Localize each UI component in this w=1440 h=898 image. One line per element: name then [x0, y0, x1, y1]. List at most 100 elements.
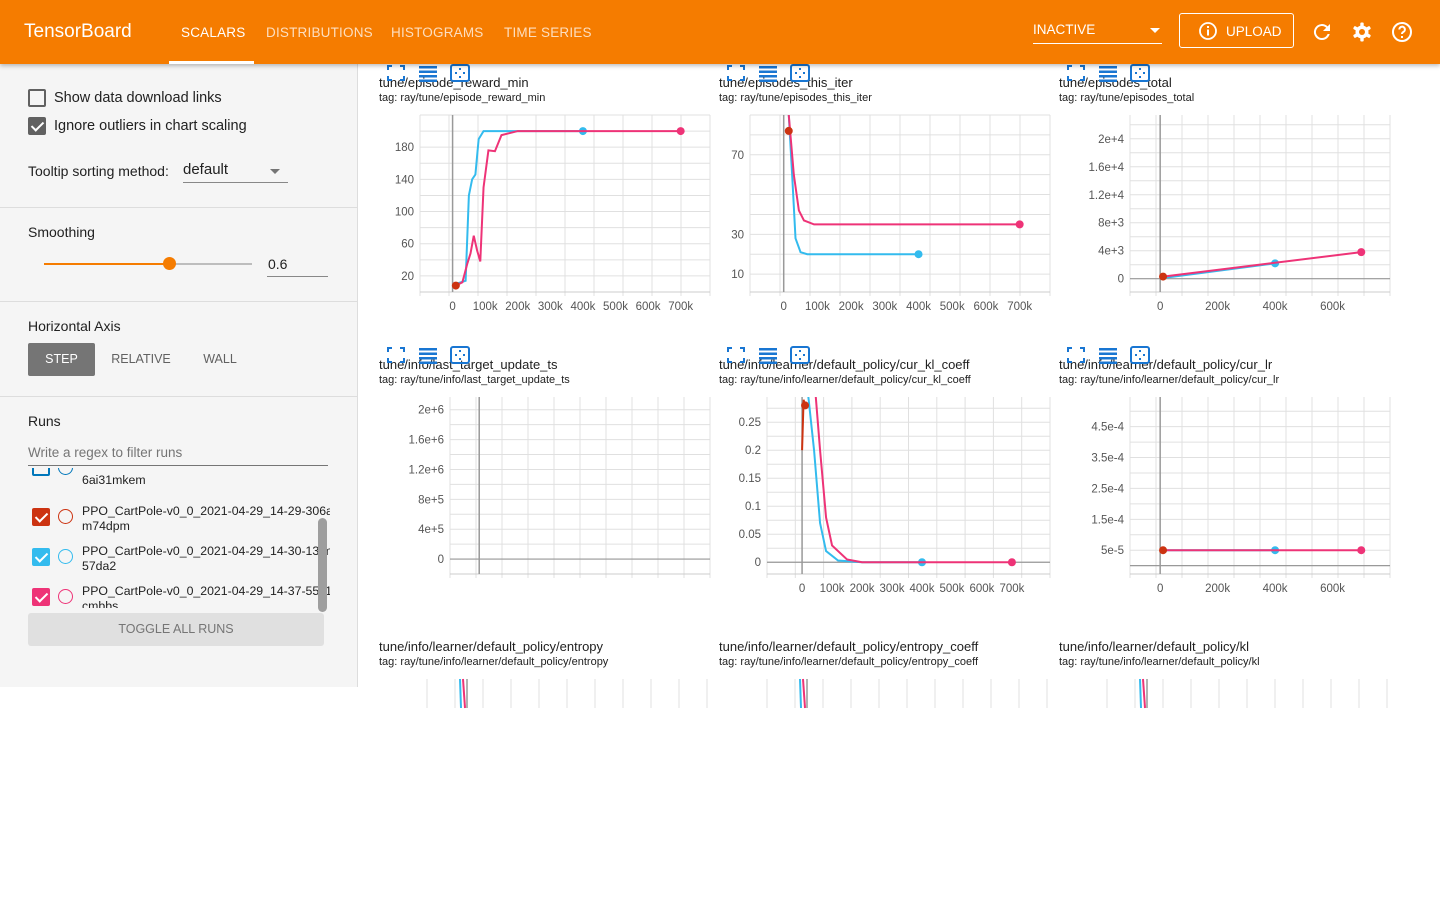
x-tick-label: 200k — [1205, 301, 1230, 313]
chart-plot[interactable] — [379, 628, 719, 888]
run-checkbox[interactable] — [32, 588, 50, 606]
chevron-down-icon — [270, 169, 280, 174]
upload-button[interactable]: UPLOAD — [1179, 13, 1294, 48]
fullscreen-icon[interactable] — [1066, 64, 1086, 82]
chart-plot[interactable] — [1059, 628, 1399, 888]
smoothing-slider-handle[interactable] — [162, 257, 176, 270]
smoothing-input[interactable]: 0.6 — [267, 254, 328, 277]
fit-domain-icon[interactable] — [450, 346, 470, 364]
chart-card: tune/episodes_total tag: ray/tune/episode… — [1059, 64, 1394, 334]
run-name: 6ai31mkem — [82, 473, 146, 487]
y-tick-label: 2e+4 — [1098, 134, 1125, 146]
chart-title: tune/episodes_this_iter — [719, 75, 853, 90]
y-tick-label: 0 — [755, 557, 761, 569]
run-filter-input[interactable]: Write a regex to filter runs — [28, 442, 328, 466]
axis-step-button[interactable]: STEP — [28, 343, 95, 376]
y-tick-label: 4e+5 — [418, 524, 444, 536]
y-tick-label: 60 — [401, 239, 414, 251]
chart-plot[interactable]: 0 4e+5 8e+5 1.2e+6 1.6e+6 2e+6 — [379, 346, 719, 606]
chart-tag: tag: ray/tune/info/learner/default_polic… — [719, 656, 979, 668]
y-tick-label: 8e+3 — [1098, 218, 1124, 230]
series-end-marker — [1357, 248, 1366, 257]
chart-plot[interactable]: 0 0.05 0.1 0.15 0.2 0.25 0 100k 200k 300k 400k 500k… — [719, 346, 1059, 606]
chart-tag: tag: ray/tune/episode_reward_min — [379, 92, 546, 104]
chart-card: tune/episode_reward_min tag: ray/tune/epi… — [379, 64, 714, 334]
tooltip-sorting-label: Tooltip sorting method: — [28, 163, 169, 179]
smoothing-slider[interactable] — [44, 257, 252, 270]
data-table-icon[interactable] — [418, 64, 438, 82]
x-tick-label: 500k — [940, 301, 965, 313]
y-tick-label: 1.6e+4 — [1089, 162, 1125, 174]
series-line — [1142, 678, 1146, 709]
chart-grid: tune/episode_reward_min tag: ray/tune/epi… — [359, 64, 1440, 709]
y-tick-label: 0.25 — [739, 417, 761, 429]
x-tick-label: 400k — [1263, 301, 1288, 313]
chart-plot[interactable] — [719, 628, 1059, 888]
y-tick-label: 1.5e-4 — [1091, 514, 1124, 526]
x-tick-label: 700k — [668, 301, 693, 313]
y-tick-label: 3.5e-4 — [1091, 453, 1124, 465]
fullscreen-icon[interactable] — [726, 64, 746, 82]
fit-domain-icon[interactable] — [450, 64, 470, 82]
gear-icon[interactable] — [1350, 20, 1374, 44]
run-color-icon[interactable] — [58, 549, 73, 564]
y-tick-label: 20 — [401, 271, 414, 283]
tab-histograms[interactable]: HISTOGRAMS — [391, 25, 484, 40]
fullscreen-icon[interactable] — [726, 346, 746, 364]
x-tick-label: 700k — [1007, 301, 1032, 313]
series-line — [455, 130, 681, 287]
toggle-all-runs-button[interactable]: TOGGLE ALL RUNS — [28, 613, 324, 646]
y-tick-label: 4e+3 — [1098, 246, 1124, 258]
fullscreen-icon[interactable] — [386, 346, 406, 364]
data-table-icon[interactable] — [1098, 346, 1118, 364]
chart-title: tune/info/learner/default_policy/cur_kl_… — [719, 357, 970, 372]
y-tick-label: 0.05 — [739, 529, 761, 541]
tab-time-series[interactable]: TIME SERIES — [504, 25, 592, 40]
data-table-icon[interactable] — [758, 346, 778, 364]
series-end-marker — [801, 401, 810, 410]
run-color-icon[interactable] — [58, 468, 73, 475]
help-icon[interactable] — [1390, 20, 1414, 44]
fit-domain-icon[interactable] — [790, 64, 810, 82]
run-color-icon[interactable] — [58, 589, 73, 604]
chart-plot[interactable]: 5e-5 1.5e-4 2.5e-4 3.5e-4 4.5e-4 0 200k 400k 600… — [1059, 346, 1399, 606]
run-list: 6ai31mkem PPO_CartPole-v0_0_2021-04-29_1… — [0, 468, 330, 608]
series-line — [459, 678, 462, 709]
fit-domain-icon[interactable] — [1130, 346, 1150, 364]
active-tab-indicator — [169, 61, 254, 64]
axis-wall-button[interactable]: WALL — [203, 352, 237, 366]
run-color-icon[interactable] — [58, 509, 73, 524]
run-checkbox[interactable] — [32, 508, 50, 526]
data-table-icon[interactable] — [758, 64, 778, 82]
series-line — [787, 115, 919, 256]
chart-plot[interactable]: 0 4e+3 8e+3 1.2e+4 1.6e+4 2e+4 0 200k 400k 600k — [1059, 64, 1399, 324]
divider — [0, 396, 357, 397]
chart-plot[interactable]: 10 30 70 0 100k 200k 300k 400k 500k 600k 700k — [719, 64, 1059, 324]
x-tick-label: 200k — [839, 301, 864, 313]
fullscreen-icon[interactable] — [1066, 346, 1086, 364]
series-line — [1139, 678, 1142, 709]
run-checkbox[interactable] — [32, 548, 50, 566]
series-line — [787, 115, 1020, 226]
data-table-icon[interactable] — [418, 346, 438, 364]
x-tick-label: 300k — [880, 583, 905, 595]
tab-distributions[interactable]: DISTRIBUTIONS — [266, 25, 373, 40]
fit-domain-icon[interactable] — [790, 346, 810, 364]
fullscreen-icon[interactable] — [386, 64, 406, 82]
x-tick-label: 200k — [1205, 583, 1230, 595]
plugin-select[interactable]: INACTIVE — [1033, 22, 1162, 44]
tooltip-sorting-select[interactable]: default — [183, 160, 288, 183]
chart-plot[interactable]: 20 60 100 140 180 0 100k 200k 300k 400k 500k 600k 70… — [379, 64, 719, 324]
axis-relative-button[interactable]: RELATIVE — [111, 352, 171, 366]
fit-domain-icon[interactable] — [1130, 64, 1150, 82]
x-tick-label: 400k — [906, 301, 931, 313]
tab-scalars[interactable]: SCALARS — [181, 25, 246, 40]
chart-card: tune/info/learner/default_policy/kl tag: … — [1059, 628, 1394, 898]
ignore-outliers-checkbox[interactable] — [28, 117, 46, 135]
run-list-scrollbar[interactable] — [318, 518, 327, 612]
show-download-links-checkbox[interactable] — [28, 89, 46, 107]
data-table-icon[interactable] — [1098, 64, 1118, 82]
run-checkbox[interactable] — [32, 468, 50, 476]
x-tick-label: 700k — [999, 583, 1024, 595]
refresh-icon[interactable] — [1310, 20, 1334, 44]
